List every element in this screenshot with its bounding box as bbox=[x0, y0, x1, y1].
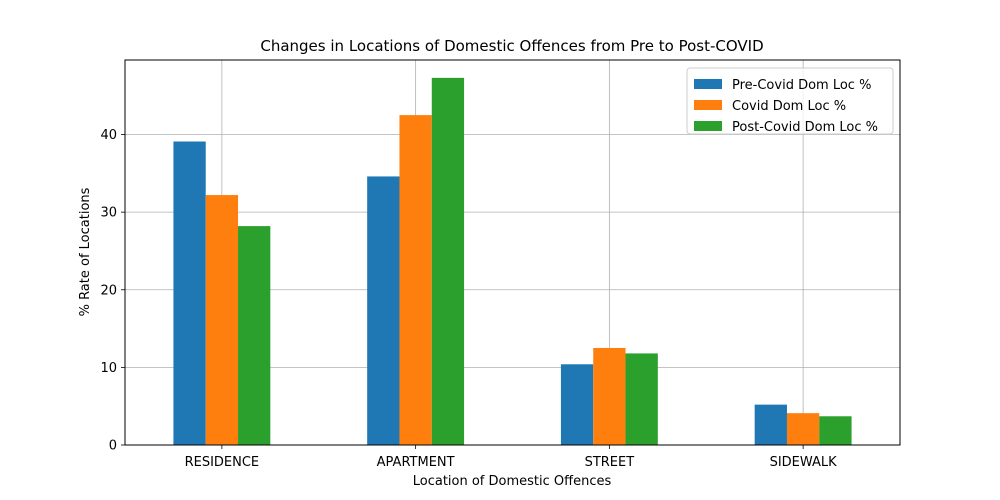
bar bbox=[560, 364, 594, 445]
bar bbox=[399, 115, 432, 445]
y-tick-label: 0 bbox=[109, 439, 117, 454]
x-axis-label: Location of Domestic Offences bbox=[413, 474, 612, 489]
legend-label: Covid Dom Loc % bbox=[732, 99, 846, 114]
legend-swatch bbox=[694, 79, 722, 89]
bar bbox=[205, 195, 239, 445]
bars bbox=[173, 77, 852, 446]
bar bbox=[593, 347, 626, 445]
y-tick-label: 20 bbox=[100, 283, 117, 298]
legend-label: Pre-Covid Dom Loc % bbox=[732, 78, 871, 93]
legend-label: Post-Covid Dom Loc % bbox=[732, 120, 878, 135]
bar bbox=[238, 226, 271, 445]
legend-swatch bbox=[694, 100, 722, 110]
y-tick-label: 10 bbox=[100, 361, 117, 376]
x-tick-label: APARTMENT bbox=[377, 455, 455, 470]
bar bbox=[173, 141, 206, 445]
bar bbox=[819, 416, 852, 445]
bar bbox=[431, 77, 465, 446]
x-tick-label: SIDEWALK bbox=[770, 455, 838, 470]
legend-box bbox=[686, 67, 894, 135]
legend-swatch bbox=[694, 121, 722, 131]
bar bbox=[367, 176, 400, 445]
legend: Pre-Covid Dom Loc % Covid Dom Loc % Post-C… bbox=[686, 67, 894, 135]
y-tick-label: 40 bbox=[100, 128, 117, 143]
y-axis-label: % Rate of Locations bbox=[78, 187, 93, 316]
plot-frame bbox=[124, 59, 901, 446]
chart-title: Changes in Locations of Domestic Offence… bbox=[260, 37, 763, 55]
bar bbox=[625, 353, 658, 445]
bar bbox=[754, 404, 787, 445]
x-tick-label: RESIDENCE bbox=[185, 455, 260, 470]
y-tick-label: 30 bbox=[100, 206, 117, 221]
bar bbox=[786, 413, 820, 445]
axis-ticks: 0 10 20 30 40 RESIDENCE APARTMENT STREET SIDEWAL… bbox=[100, 128, 837, 470]
x-tick-label: STREET bbox=[585, 455, 635, 470]
